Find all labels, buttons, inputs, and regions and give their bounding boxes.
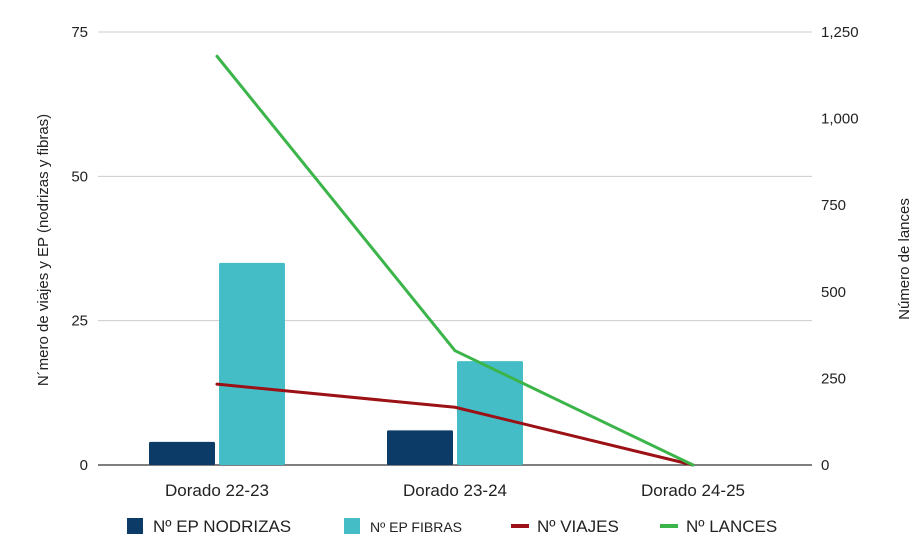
- left-axis-ticks: 0 25 50 75: [71, 24, 88, 474]
- left-tick-label: 25: [71, 313, 88, 330]
- right-tick-label: 0: [821, 457, 829, 474]
- series-line: [215, 54, 695, 467]
- legend-label: Nº EP FIBRAS: [370, 519, 462, 535]
- legend-label: Nº VIAJES: [537, 517, 619, 536]
- legend-swatch: [344, 518, 360, 534]
- right-tick-label: 750: [821, 197, 846, 214]
- category-labels: Dorado 22-23 Dorado 23-24 Dorado 24-25: [165, 481, 745, 500]
- legend-swatch: [511, 524, 529, 528]
- series-line: [215, 382, 695, 467]
- bar: [457, 361, 523, 465]
- category-label: Dorado 23-24: [403, 481, 507, 500]
- category-label: Dorado 22-23: [165, 481, 269, 500]
- right-tick-label: 250: [821, 370, 846, 387]
- right-axis-title: Número de lances: [896, 198, 912, 320]
- right-axis-ticks: 0 250 500 750 1,000 1,250: [821, 24, 859, 474]
- right-tick-label: 500: [821, 284, 846, 301]
- left-axis-title: N´mero de viajes y EP (nodrizas y fibras…: [35, 114, 52, 386]
- gridlines: [98, 31, 812, 466]
- left-tick-label: 0: [80, 457, 88, 474]
- category-label: Dorado 24-25: [641, 481, 745, 500]
- legend-label: Nº EP NODRIZAS: [153, 517, 291, 536]
- right-tick-label: 1,250: [821, 24, 859, 41]
- series-lines: [215, 54, 695, 467]
- bars: [149, 262, 523, 465]
- left-tick-label: 50: [71, 168, 88, 185]
- left-tick-label: 75: [71, 24, 88, 41]
- bar: [219, 262, 285, 465]
- bar: [387, 430, 453, 465]
- right-tick-label: 1,000: [821, 111, 859, 128]
- bar: [149, 441, 215, 465]
- legend: Nº EP NODRIZAS Nº EP FIBRAS Nº VIAJES Nº LA…: [127, 517, 777, 536]
- legend-swatch: [127, 518, 143, 534]
- legend-label: Nº LANCES: [686, 517, 777, 536]
- legend-swatch: [660, 524, 678, 528]
